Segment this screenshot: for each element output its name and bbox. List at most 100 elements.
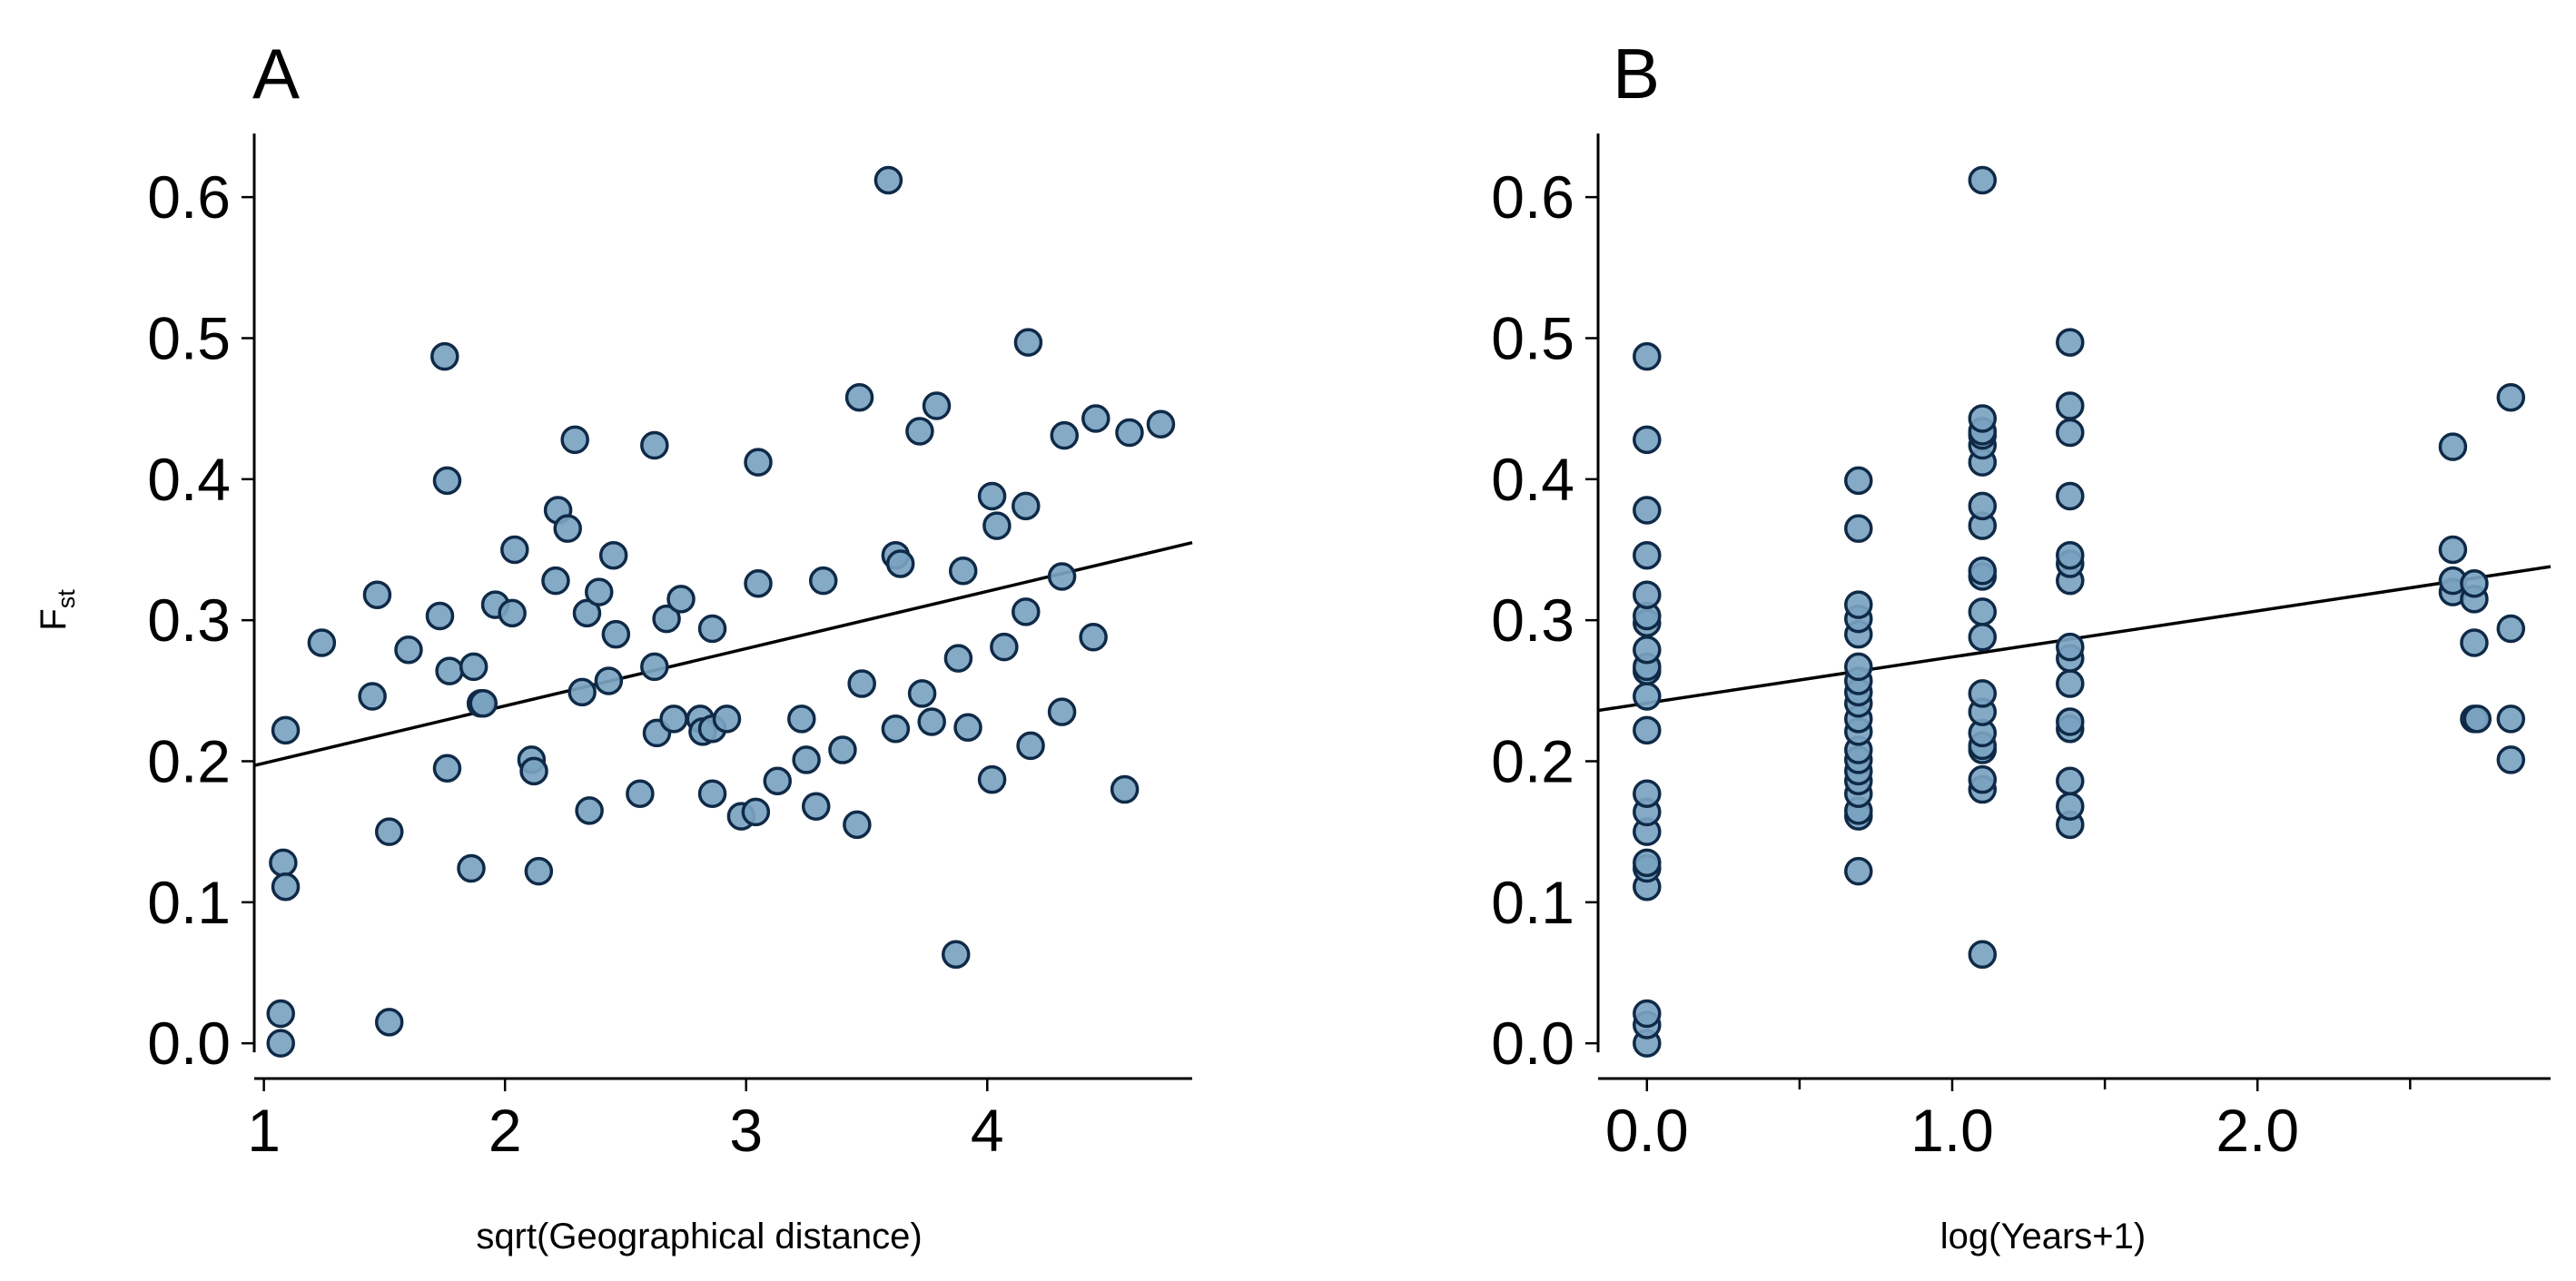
panel-a-data-point (271, 715, 301, 745)
panel-a-data-point (844, 382, 874, 412)
panel-a-data-point (990, 632, 1019, 662)
panel-a-y-tick-label: 0.3 (147, 586, 231, 654)
panel-b-data-point (1633, 636, 1662, 665)
panel-a-data-point (358, 682, 387, 711)
panel-a-data-point (560, 425, 589, 455)
panel-a-data-point (524, 856, 554, 886)
panel-a-x-tick-label: 2 (489, 1097, 522, 1164)
panel-a-data-point (982, 511, 1012, 540)
panel-a-data-point (432, 466, 462, 496)
panel-b: B 0.0 0.1 0.2 0.3 0.4 0.5 0.6 0.0 1.0 2.0 log(Yea… (1491, 34, 2551, 1256)
panel-b-data-point (2056, 792, 2085, 821)
panel-a-data-point (640, 430, 669, 460)
panel-b-data-point (1633, 848, 1662, 878)
panel-b-data-point (2438, 535, 2468, 565)
panel-a-data-point (652, 604, 681, 634)
panel-a-data-point (666, 585, 696, 614)
panel-b-data-point (2056, 481, 2085, 511)
panel-a-data-point (787, 705, 816, 734)
panel-b-data-point (2438, 432, 2468, 461)
panel-a-data-point (953, 713, 982, 742)
panel-b-y-tick-label: 0.3 (1491, 586, 1574, 654)
panel-a-data-point (425, 601, 455, 631)
panel-b-data-point (1633, 580, 1662, 609)
panel-a-data-point (640, 652, 669, 682)
panel-b-data-point (1633, 682, 1662, 711)
panel-a-data-point (977, 481, 1007, 511)
panel-b-data-point (2056, 766, 2085, 795)
panel-b-data-point (1844, 514, 1873, 543)
panel-a-data-point (1047, 697, 1077, 726)
panel-a-data-point (942, 940, 971, 970)
panel-b-data-point (1968, 940, 1998, 970)
panel-b-data-point (1968, 491, 1998, 521)
panel-a-data-point (712, 705, 742, 734)
panel-a-data-point (584, 577, 614, 606)
panel-b-points (1633, 165, 2526, 1058)
panel-a-data-point (459, 652, 489, 682)
panel-a-data-point (907, 679, 937, 708)
panel-a: A 0.0 0.1 0.2 0.3 0.4 0.5 0.6 1 2 3 4 sqrt(Geograp… (147, 34, 1193, 1256)
panel-b-data-point (2056, 707, 2085, 736)
panel-a-data-point (469, 689, 498, 718)
panel-a-data-point (1013, 328, 1043, 357)
panel-a-data-point (435, 656, 464, 685)
panel-a-data-point (977, 764, 1007, 794)
panel-a-data-point (697, 614, 727, 644)
panel-b-data-point (1968, 764, 1998, 794)
panel-a-data-point (266, 1029, 295, 1058)
panel-a-data-point (1012, 597, 1041, 626)
panel-b-y-tick-label: 0.1 (1491, 869, 1574, 936)
panel-a-data-point (432, 754, 462, 783)
panel-b-data-point (1633, 999, 1662, 1029)
panel-a-data-point (457, 853, 486, 883)
panel-b-data-point (2460, 569, 2489, 598)
panel-a-data-point (1016, 731, 1045, 761)
panel-b-data-point (2056, 669, 2085, 698)
panel-a-data-point (519, 756, 548, 786)
panel-a-data-point (801, 792, 831, 821)
panel-b-y-tick-label: 0.5 (1491, 304, 1574, 371)
panel-a-data-point (362, 580, 392, 609)
panel-a-data-point (500, 535, 529, 565)
panel-a-data-point (948, 557, 978, 586)
panel-a-data-point (885, 549, 915, 578)
panel-b-data-point (1968, 557, 1998, 586)
panel-a-data-point (601, 619, 631, 649)
panel-a-data-point (808, 566, 838, 596)
panel-b-data-point (1844, 856, 1873, 886)
panel-b-data-point (2460, 628, 2489, 657)
panel-a-points (266, 165, 1176, 1058)
panel-b-data-point (1633, 540, 1662, 570)
panel-a-title: A (252, 34, 300, 113)
panel-b-data-point (1968, 679, 1998, 708)
panel-a-data-point (269, 848, 298, 878)
panel-b-data-point (1633, 425, 1662, 455)
panel-b-data-point (2056, 328, 2085, 357)
panel-a-data-point (917, 707, 946, 736)
panel-b-data-point (1633, 496, 1662, 525)
panel-b-y-tick-label: 0.4 (1491, 446, 1574, 513)
panel-b-x-axis-label: log(Years+1) (1940, 1217, 2146, 1256)
panel-a-data-point (266, 999, 295, 1029)
panel-b-data-point (1968, 404, 1998, 433)
panel-a-y-tick-label: 0.2 (147, 727, 231, 794)
panel-a-data-point (1146, 409, 1176, 438)
y-axis-label-sub: st (53, 589, 80, 609)
panel-a-data-point (553, 514, 582, 543)
panel-a-data-point (763, 766, 792, 795)
panel-b-data-point (2496, 382, 2526, 412)
panel-b-data-point (1844, 590, 1873, 619)
panel-a-data-point (1079, 623, 1108, 652)
panel-a-data-point (575, 796, 604, 825)
panel-a-data-point (430, 341, 459, 371)
panel-a-data-point (881, 714, 911, 744)
panel-b-data-point (2462, 705, 2492, 734)
panel-a-data-point (307, 628, 337, 657)
panel-b-data-point (1633, 715, 1662, 745)
panel-a-data-point (594, 666, 624, 695)
svg-text:Fst: Fst (34, 589, 80, 631)
panel-b-y-tick-label: 0.2 (1491, 727, 1574, 794)
panel-b-y-tick-label: 0.6 (1491, 163, 1574, 231)
panel-a-data-point (922, 391, 952, 420)
